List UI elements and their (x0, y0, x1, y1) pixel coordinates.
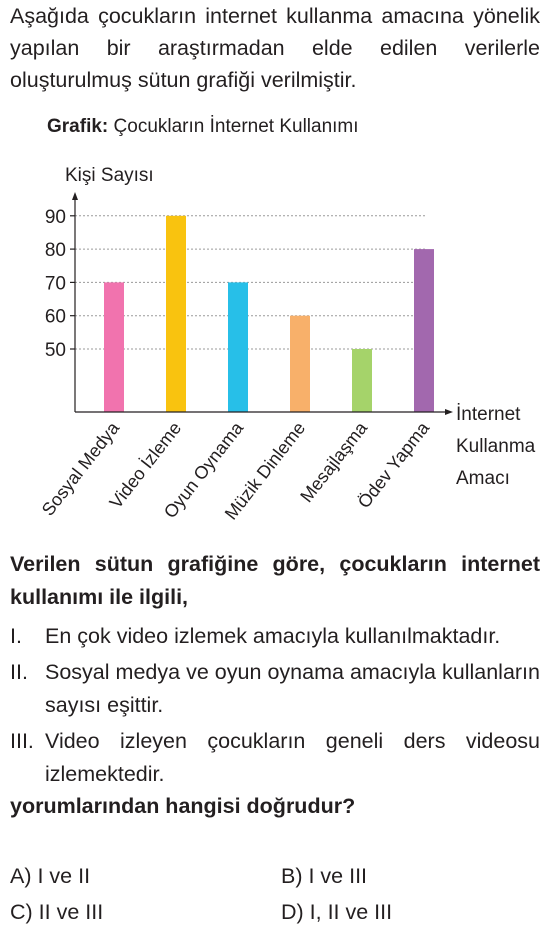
y-tick-label: 50 (45, 340, 66, 361)
chart-label: Grafik: (47, 116, 109, 137)
statement-text: Video izleyen çocukların geneli ders vid… (45, 729, 540, 786)
y-tick-label: 90 (45, 207, 66, 228)
x-axis-label-line-3: Amacı (456, 468, 510, 489)
bar (166, 215, 186, 412)
bar (290, 315, 310, 412)
bar (414, 249, 434, 412)
statement-number: II. (10, 660, 28, 684)
y-axis-arrow (72, 192, 78, 200)
option-a[interactable]: A) I ve II (10, 864, 91, 888)
bar (104, 282, 124, 412)
statement-text: Sosyal medya ve oyun oynama amacıyla kul… (45, 660, 540, 717)
bar-chart: Kişi Sayısı 50 60 70 80 90 İnternet Kullanma… (38, 165, 536, 523)
x-axis-label-line-1: İnternet (456, 404, 521, 425)
x-axis-label-line-2: Kullanma (456, 436, 536, 457)
ask-text: yorumlarından hangisi doğrudur? (10, 794, 356, 818)
y-tick-label: 60 (45, 307, 66, 328)
chart-title-text: Çocukların İnternet Kullanımı (113, 116, 359, 137)
bar (352, 349, 372, 412)
question-text: Verilen sütun grafiğine göre, çocukların… (10, 552, 540, 609)
bar (228, 282, 248, 412)
statement-3: III. Video izleyen çocukların geneli der… (10, 725, 540, 791)
option-d[interactable]: D) I, II ve III (281, 900, 393, 924)
option-c[interactable]: C) II ve III (10, 900, 104, 924)
statement-2: II. Sosyal medya ve oyun oynama amacıyla… (10, 656, 540, 722)
gridlines (75, 215, 425, 350)
chart-title: Grafik: Çocukların İnternet Kullanımı (47, 116, 359, 138)
bars (104, 215, 434, 412)
y-tick-label: 80 (45, 240, 66, 261)
y-tick-label: 70 (45, 273, 66, 294)
statement-1: I. En çok video izlemek amacıyla kullanı… (10, 620, 540, 653)
statement-list: I. En çok video izlemek amacıyla kullanı… (10, 620, 540, 794)
statement-number: III. (10, 729, 34, 753)
intro-text: Aşağıda çocukların internet kullanma ama… (10, 4, 540, 92)
y-ticks: 50 60 70 80 90 (45, 207, 75, 361)
y-axis-label: Kişi Sayısı (65, 165, 154, 186)
statement-text: En çok video izlemek amacıyla kullanılma… (45, 624, 501, 648)
option-b[interactable]: B) I ve III (281, 864, 368, 888)
statement-number: I. (10, 624, 22, 648)
x-axis-arrow (445, 409, 453, 415)
